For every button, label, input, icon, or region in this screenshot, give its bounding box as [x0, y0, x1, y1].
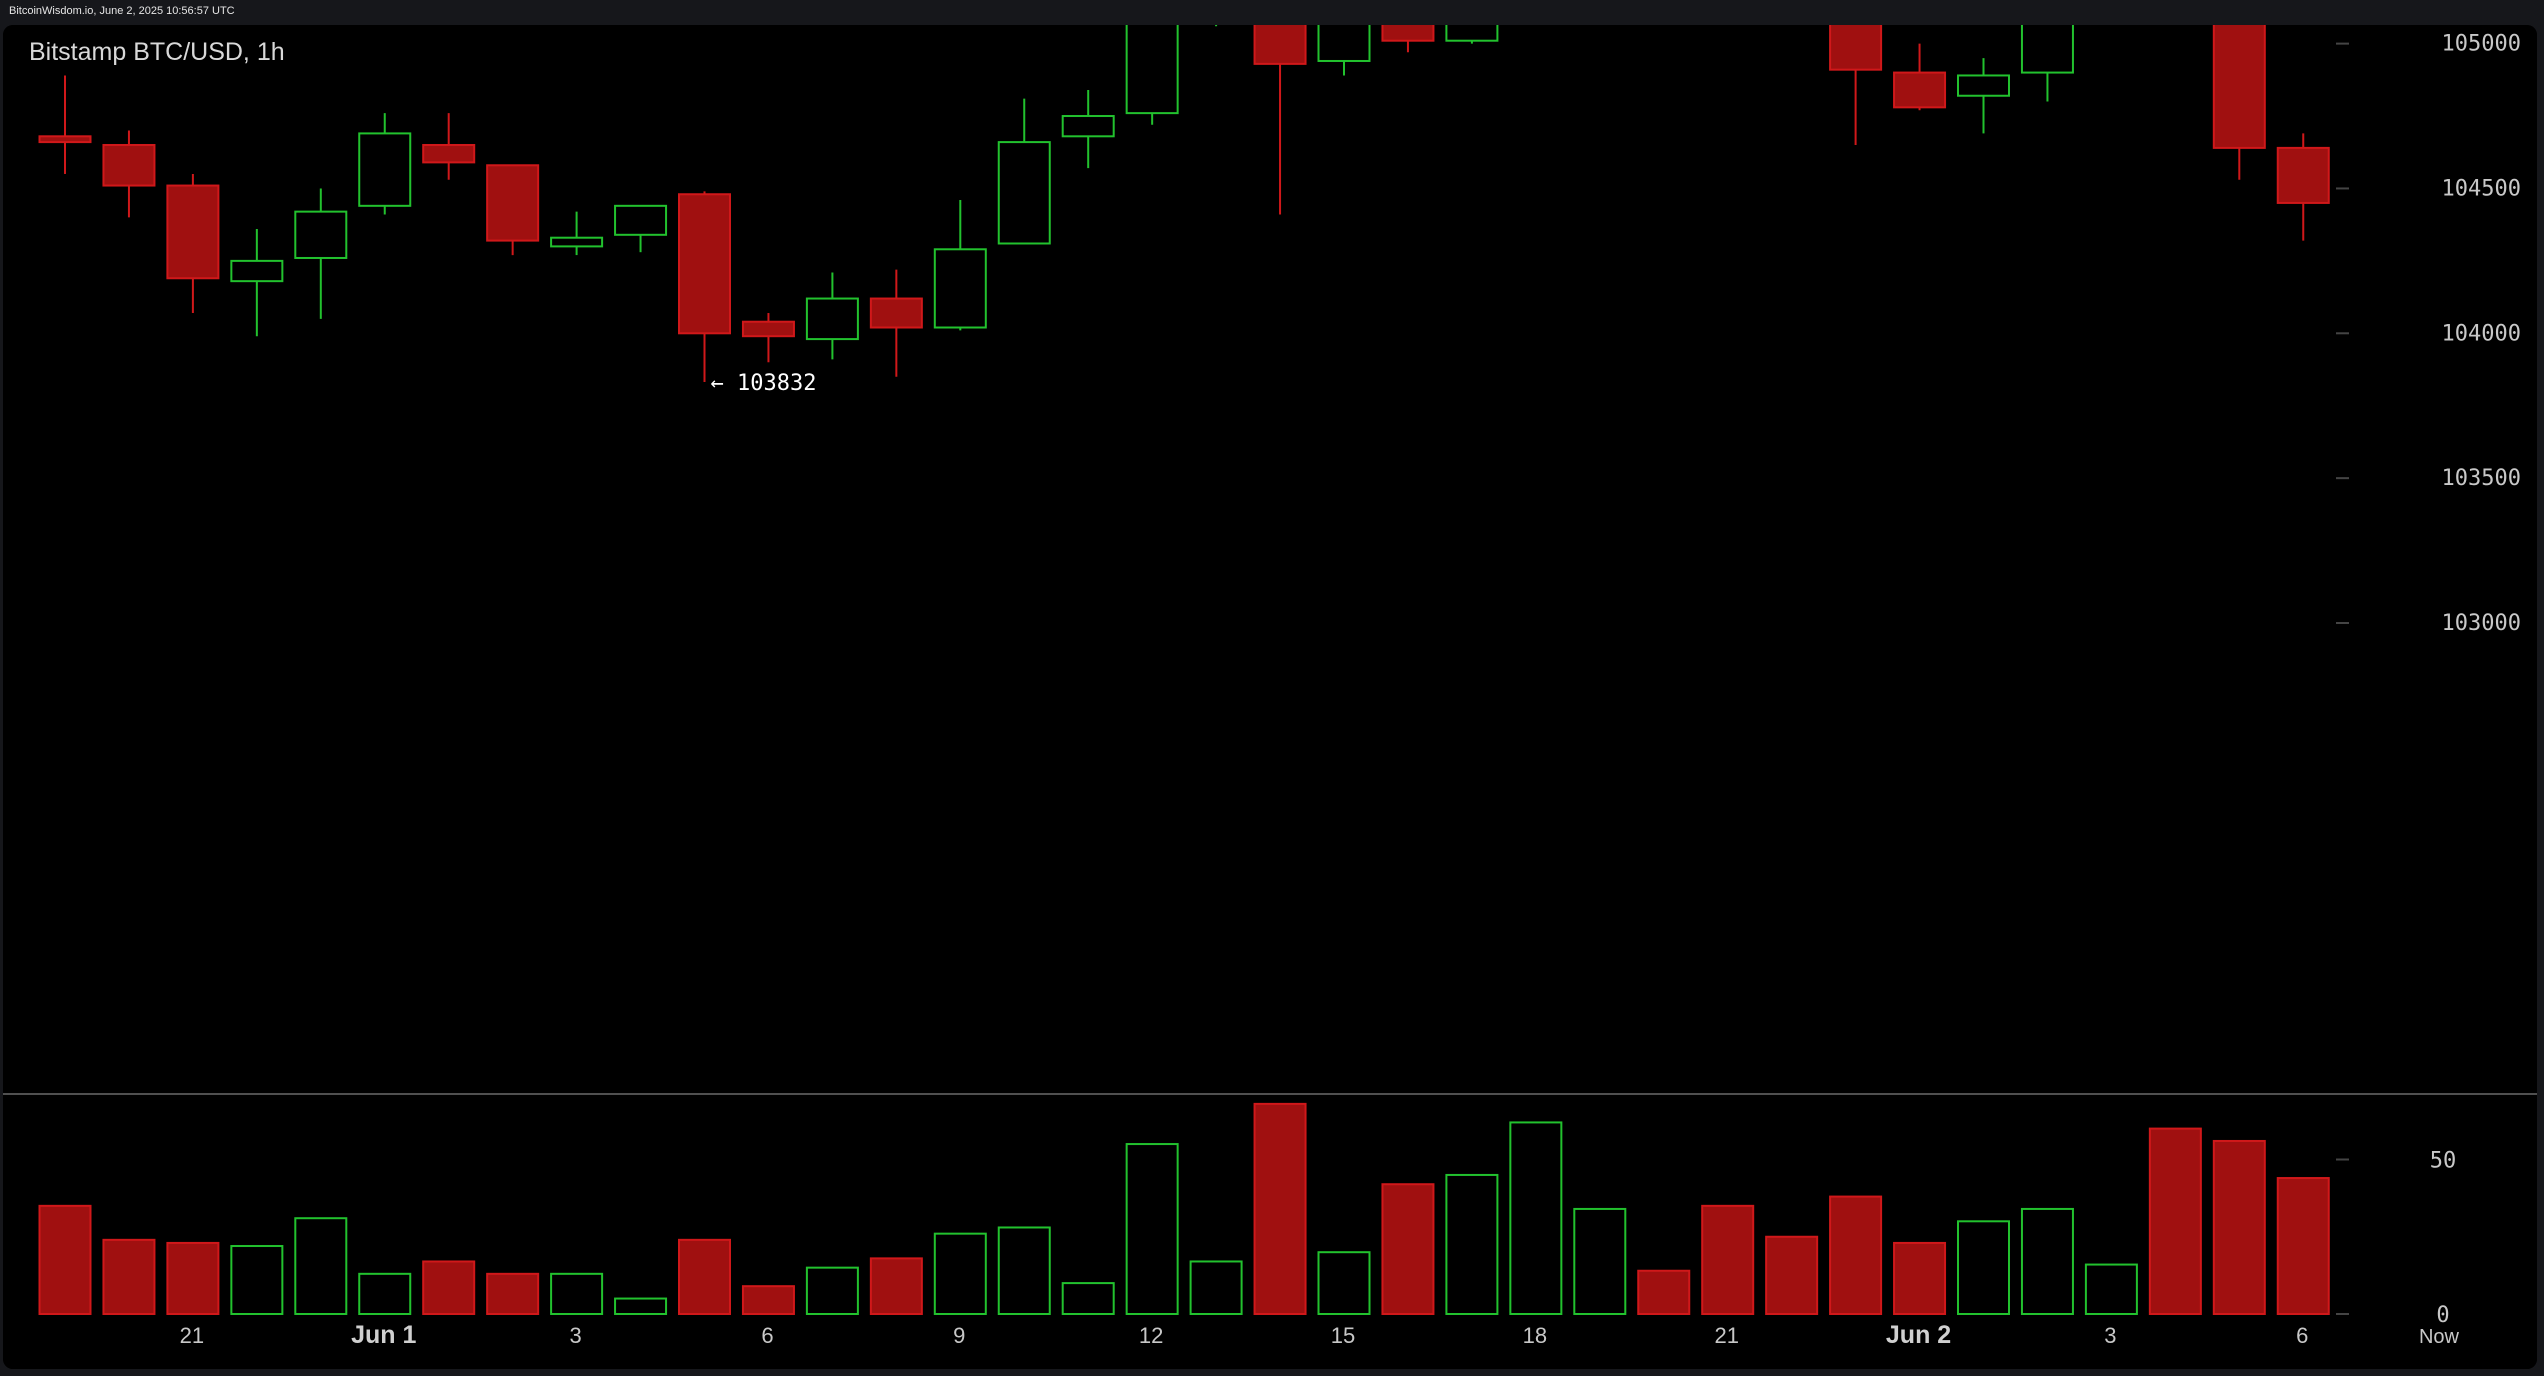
candle-body-up — [294, 210, 348, 259]
candle-body-down — [2276, 146, 2330, 204]
candles-group — [38, 25, 2330, 382]
time-tick-label: 21 — [180, 1323, 204, 1348]
time-tick-label: 6 — [761, 1323, 773, 1348]
chart-title: Bitstamp BTC/USD, 1h — [29, 38, 285, 66]
price-tick-label: 103500 — [2442, 466, 2521, 491]
candle-body-up — [358, 132, 412, 207]
candle-body-up — [230, 259, 284, 283]
volume-bar-up — [933, 1232, 987, 1316]
volume-bar-down — [869, 1257, 923, 1316]
price-tick-label: 104000 — [2442, 321, 2521, 346]
annotations-group: 105972 →← 103832 — [711, 371, 817, 396]
candle-body-down — [422, 143, 476, 164]
candle-body-up — [1957, 74, 2010, 97]
volume-tick-label: 0 — [2436, 1303, 2449, 1328]
volume-bar-down — [38, 1204, 92, 1315]
page-caption: BitcoinWisdom.io, June 2, 2025 10:56:57 … — [9, 5, 235, 17]
volume-bar-down — [2148, 1127, 2202, 1315]
volume-bar-down — [1701, 1204, 1755, 1315]
volume-bar-up — [294, 1217, 348, 1315]
time-tick-label: Jun 2 — [1886, 1321, 1951, 1349]
candle-body-down — [1381, 25, 1435, 42]
candle-body-up — [1317, 25, 1371, 62]
volume-bar-up — [230, 1245, 284, 1316]
price-tick-label: 103000 — [2442, 611, 2521, 636]
candle-body-up — [805, 297, 859, 341]
candle-body-up — [1061, 115, 1115, 138]
time-tick-label: 12 — [1139, 1323, 1163, 1348]
chart-panel[interactable]: Bitstamp BTC/USD, 1h 103000 103500 104000 1… — [3, 25, 2537, 1369]
volume-bar-down — [678, 1238, 731, 1315]
volume-bar-down — [2276, 1177, 2330, 1316]
volume-bar-up — [614, 1297, 668, 1316]
price-tick-label: 105000 — [2442, 32, 2521, 57]
volume-bar-down — [2212, 1139, 2266, 1315]
volume-bar-down — [1893, 1241, 1947, 1316]
volume-axis: 0 50 — [2336, 1149, 2457, 1328]
time-tick-label: 15 — [1331, 1323, 1355, 1348]
volume-bar-down — [422, 1260, 476, 1315]
time-tick-label: 21 — [1714, 1323, 1738, 1348]
candle-body-up — [2020, 25, 2074, 74]
volume-bar-up — [2020, 1207, 2074, 1315]
candle-body-up — [550, 236, 604, 248]
candle-body-down — [741, 320, 795, 338]
candle-body-up — [1125, 25, 1179, 115]
candle-body-up — [614, 204, 668, 236]
candle-body-down — [38, 135, 92, 144]
candle-body-down — [166, 184, 220, 280]
volume-bar-up — [1317, 1251, 1371, 1315]
time-tick-label: 9 — [953, 1323, 965, 1348]
volume-bar-up — [1125, 1143, 1179, 1316]
candle-body-down — [678, 193, 731, 335]
candle-body-down — [1253, 25, 1307, 65]
volume-bar-down — [1637, 1269, 1691, 1315]
volume-bar-up — [1573, 1207, 1627, 1315]
volume-bar-down — [166, 1241, 220, 1316]
candle-body-up — [1445, 25, 1499, 42]
time-tick-label: 3 — [569, 1323, 581, 1348]
time-tick-label: 18 — [1523, 1323, 1547, 1348]
volume-bar-down — [102, 1238, 156, 1315]
volume-bar-down — [1765, 1235, 1819, 1315]
volume-bar-up — [358, 1272, 412, 1315]
price-tick-label: 104500 — [2442, 176, 2521, 201]
volume-bar-down — [486, 1272, 540, 1315]
candle-body-down — [102, 143, 156, 187]
volume-bar-up — [805, 1266, 859, 1316]
candle-body-down — [2212, 25, 2266, 149]
volume-bars-group — [38, 1102, 2330, 1316]
time-tick-label: Now — [2419, 1326, 2460, 1348]
candlestick-chart[interactable]: Bitstamp BTC/USD, 1h 103000 103500 104000 1… — [3, 25, 2537, 1369]
time-tick-label: 3 — [2104, 1323, 2116, 1348]
time-axis: 21 Jun 1 3 6 9 12 15 18 21 Jun 2 3 6 Now — [180, 1321, 2460, 1349]
candle-body-down — [486, 164, 540, 242]
volume-bar-up — [1189, 1260, 1243, 1315]
time-tick-label: Jun 1 — [351, 1321, 416, 1349]
candle-body-up — [997, 141, 1051, 245]
volume-bar-down — [1253, 1102, 1307, 1315]
volume-bar-up — [550, 1272, 604, 1315]
price-axis: 1030001035001040001045001050001055001060… — [2336, 32, 2521, 636]
volume-bar-up — [1957, 1220, 2010, 1316]
volume-bar-up — [1445, 1173, 1499, 1315]
candle-body-down — [869, 297, 923, 329]
volume-bar-down — [1829, 1195, 1883, 1315]
volume-bar-up — [1509, 1121, 1563, 1316]
volume-bar-down — [1381, 1183, 1435, 1315]
volume-bar-down — [741, 1285, 795, 1315]
candle-body-up — [933, 248, 987, 329]
time-tick-label: 6 — [2296, 1323, 2308, 1348]
volume-bar-up — [997, 1226, 1051, 1315]
candle-body-down — [1829, 25, 1883, 71]
volume-bar-up — [2084, 1263, 2138, 1316]
volume-tick-label: 50 — [2430, 1149, 2457, 1174]
candle-body-down — [1893, 71, 1947, 109]
volume-bar-up — [1061, 1282, 1115, 1315]
low-annotation: ← 103832 — [711, 371, 817, 396]
